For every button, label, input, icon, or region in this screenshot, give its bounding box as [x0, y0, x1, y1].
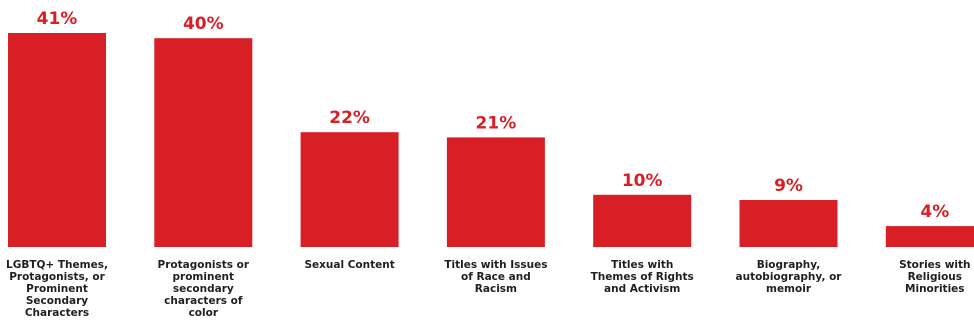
category-label-line: LGBTQ+ Themes, — [6, 259, 108, 271]
category-label-line: Prominent — [26, 283, 88, 295]
category-label-line: autobiography, or — [736, 271, 843, 283]
bars-group — [8, 33, 974, 248]
value-label-7: 4% — [920, 202, 949, 222]
category-label-line: Stories with — [899, 259, 970, 271]
value-label-3: 22% — [329, 108, 370, 128]
category-label-line: Racism — [475, 283, 517, 295]
bar-3 — [300, 132, 399, 247]
category-label-line: Minorities — [905, 283, 965, 295]
value-label-4: 21% — [476, 113, 517, 133]
category-label-4: Titles with Issues of Race and Racism — [444, 259, 547, 295]
category-label-7: Stories with Religious Minorities — [899, 259, 970, 295]
category-label-line: characters of — [164, 295, 243, 307]
category-label-line: prominent — [173, 271, 235, 283]
category-label-2: Protagonists or prominent secondary charact… — [158, 259, 250, 319]
category-label-line: Titles with — [611, 259, 673, 271]
value-label-5: 10% — [622, 171, 663, 191]
category-label-line: Themes of Rights — [591, 271, 694, 283]
bar-4 — [446, 137, 545, 247]
category-label-line: Sexual Content — [304, 259, 394, 271]
category-label-line: color — [189, 307, 219, 319]
category-label-line: and Activism — [604, 283, 680, 295]
category-label-line: Biography, — [757, 259, 821, 271]
bar-2 — [154, 38, 253, 248]
category-label-line: Secondary — [26, 295, 88, 307]
category-label-6: Biography, autobiography, or memoir — [736, 259, 843, 295]
bar-1 — [8, 33, 106, 247]
category-label-line: Titles with Issues — [444, 259, 547, 271]
category-label-line: Characters — [25, 307, 89, 319]
value-label-1: 41% — [37, 9, 78, 29]
category-label-3: Sexual Content — [304, 259, 394, 271]
category-label-line: Religious — [908, 271, 962, 283]
category-label-line: Protagonists, or — [9, 271, 105, 283]
category-label-line: Protagonists or — [158, 259, 250, 271]
value-label-2: 40% — [183, 14, 224, 34]
category-label-line: secondary — [173, 283, 234, 295]
category-label-5: Titles with Themes of Rights and Activism — [591, 259, 694, 295]
category-label-1: LGBTQ+ Themes, Protagonists, or Prominent S… — [6, 259, 108, 319]
bar-5 — [593, 194, 692, 247]
value-labels-group: 41% 40% 22% 21% 10% 9% 4% — [37, 9, 950, 222]
bar-7 — [885, 226, 974, 247]
bar-6 — [739, 200, 838, 247]
value-label-6: 9% — [774, 176, 803, 196]
category-label-line: of Race and — [461, 271, 531, 283]
category-label-line: memoir — [766, 283, 812, 295]
category-labels-group: LGBTQ+ Themes, Protagonists, or Prominent S… — [6, 259, 970, 319]
